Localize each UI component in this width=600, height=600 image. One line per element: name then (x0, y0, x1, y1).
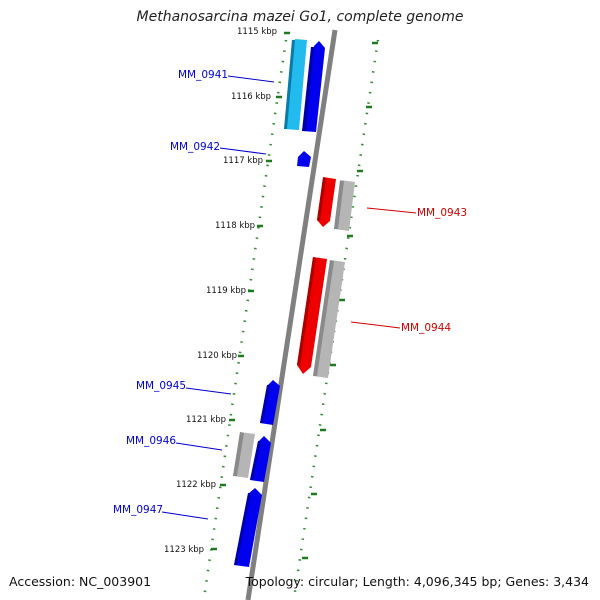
tick-label: 1117 kbp (223, 156, 263, 166)
gene-labels: MM_0941 MM_0942 MM_0943 MM_0944 MM_0945 … (113, 69, 467, 516)
gene-arrow-shade (284, 40, 295, 129)
accession-text: Accession: NC_003901 (9, 574, 152, 589)
gene-arrow (260, 380, 280, 425)
tick-label: 1116 kbp (231, 92, 271, 102)
gene-feature-mm-0947[interactable] (234, 488, 262, 567)
label-leaders (161, 75, 417, 520)
gray-feature-shade (334, 181, 344, 229)
gene-arrow (297, 257, 327, 374)
gene-label-mm-0945[interactable]: MM_0945 (136, 380, 186, 392)
tick-label: 1123 kbp (164, 545, 204, 555)
leader-mm-0944 (350, 321, 401, 329)
gray-feature-shade (233, 432, 244, 476)
gene-label-mm-0947[interactable]: MM_0947 (113, 504, 163, 516)
left-tick-dashes (211, 31, 290, 551)
gene-label-mm-0946[interactable]: MM_0946 (126, 435, 176, 447)
leader-mm-0945 (185, 387, 232, 395)
gray-feature-shade (313, 260, 334, 376)
gene-label-mm-0942[interactable]: MM_0942 (170, 141, 220, 153)
gene-arrow (297, 151, 311, 167)
leader-mm-0943 (366, 207, 417, 214)
gene-feature-mm-0943[interactable] (317, 177, 355, 231)
leader-mm-0941 (227, 75, 275, 83)
map-title: Methanosarcina mazei Go1, complete genom… (136, 9, 464, 25)
gene-feature-mm-0944[interactable] (297, 257, 345, 378)
tick-label: 1121 kbp (186, 415, 226, 425)
tick-label: 1120 kbp (197, 351, 237, 361)
gene-label-mm-0943[interactable]: MM_0943 (417, 207, 467, 219)
gene-arrow (234, 488, 262, 567)
gene-arrow-shade (250, 441, 261, 480)
right-tick-dashes (302, 41, 378, 560)
gene-feature-mm-0946[interactable] (233, 432, 271, 482)
gene-feature-mm-0945[interactable] (260, 380, 280, 425)
tick-label: 1119 kbp (206, 286, 246, 296)
gene-arrow-shade (260, 385, 270, 423)
gene-arrow-shade (317, 178, 326, 221)
gene-feature-mm-0941[interactable] (284, 39, 325, 132)
genome-backbone (245, 29, 338, 600)
leader-mm-0946 (175, 442, 223, 451)
tick-label: 1115 kbp (237, 27, 277, 37)
gene-arrow-shade (297, 257, 316, 366)
gene-arrow-shade (234, 493, 251, 565)
gene-feature-mm-0942[interactable] (297, 151, 311, 167)
gene-label-mm-0941[interactable]: MM_0941 (178, 69, 228, 81)
genome-summary-text: Topology: circular; Length: 4,096,345 bp… (245, 574, 589, 589)
tick-label: 1118 kbp (215, 221, 255, 231)
tick-labels: 1115 kbp 1116 kbp 1117 kbp 1118 kbp 1119… (164, 27, 277, 555)
gene-arrow (284, 39, 307, 130)
leader-mm-0947 (161, 511, 209, 520)
gene-arrow (250, 436, 271, 482)
gene-arrow-shade (302, 47, 314, 131)
gene-label-mm-0944[interactable]: MM_0944 (401, 322, 451, 334)
leader-mm-0942 (219, 147, 267, 155)
tick-label: 1122 kbp (176, 480, 216, 490)
